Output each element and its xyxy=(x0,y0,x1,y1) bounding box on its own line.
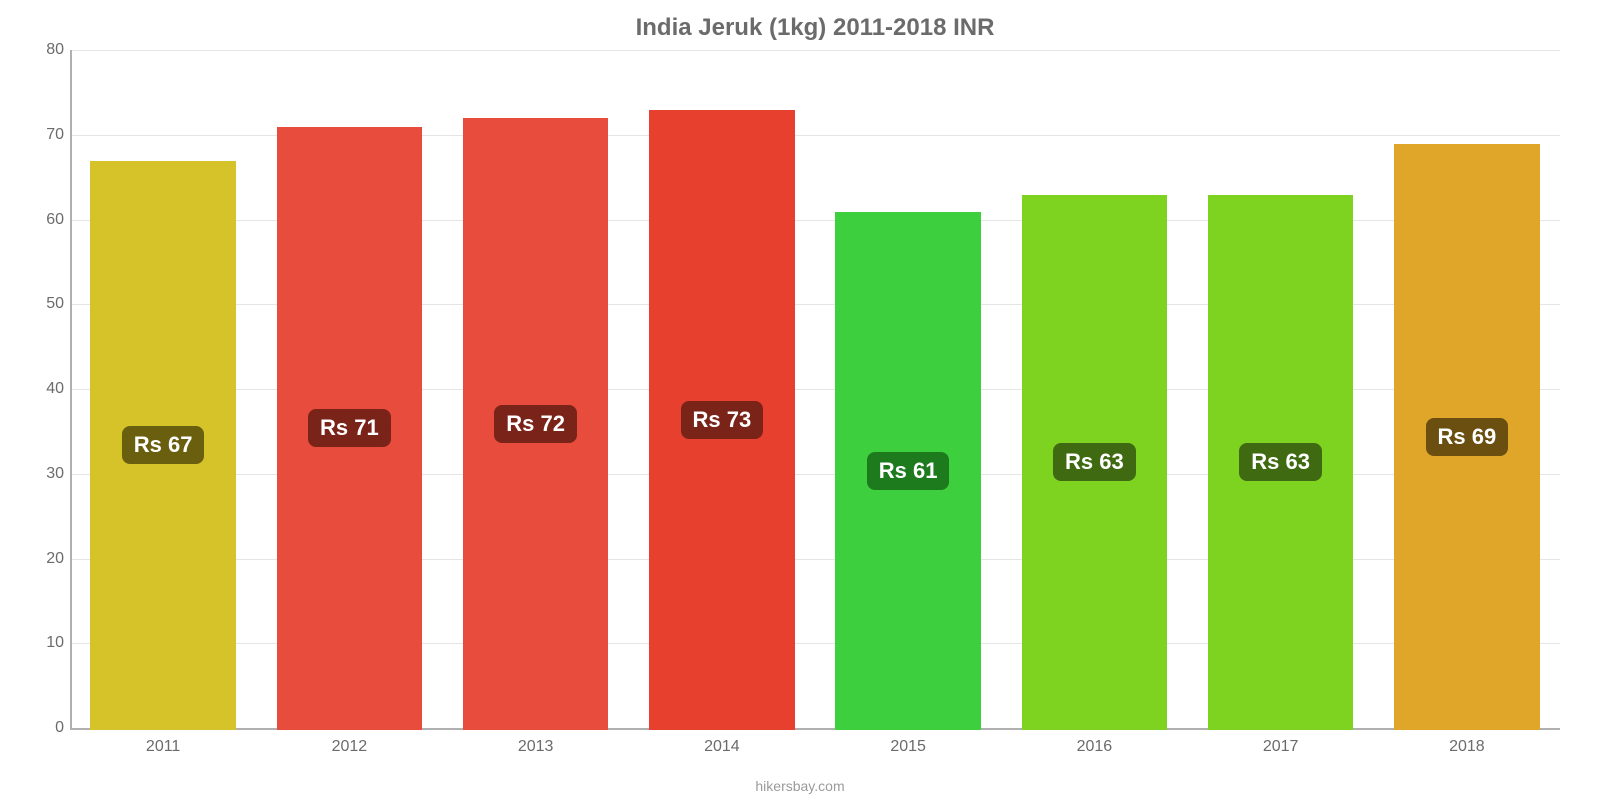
value-badge: Rs 71 xyxy=(308,409,391,447)
value-badge: Rs 72 xyxy=(494,405,577,443)
value-badge: Rs 63 xyxy=(1053,443,1136,481)
x-tick-label: 2017 xyxy=(1188,738,1374,756)
y-tick-label: 10 xyxy=(30,634,64,652)
bar-chart: India Jeruk (1kg) 2011-2018 INR 0 10 20 30 4… xyxy=(0,0,1600,800)
value-badge: Rs 67 xyxy=(122,426,205,464)
y-tick-label: 50 xyxy=(30,295,64,313)
x-tick-label: 2018 xyxy=(1374,738,1560,756)
bar: Rs 73 xyxy=(649,110,794,731)
bar-slot: Rs 73 xyxy=(629,50,815,730)
value-badge: Rs 63 xyxy=(1239,443,1322,481)
x-tick-label: 2016 xyxy=(1001,738,1187,756)
bar-slot: Rs 63 xyxy=(1001,50,1187,730)
value-badge: Rs 69 xyxy=(1426,418,1509,456)
x-tick-label: 2014 xyxy=(629,738,815,756)
y-tick-label: 70 xyxy=(30,126,64,144)
bar-slot: Rs 72 xyxy=(443,50,629,730)
bar: Rs 71 xyxy=(277,127,422,731)
bar-slot: Rs 69 xyxy=(1374,50,1560,730)
bar-slot: Rs 67 xyxy=(70,50,256,730)
y-tick-label: 40 xyxy=(30,380,64,398)
y-tick-label: 60 xyxy=(30,211,64,229)
value-badge: Rs 73 xyxy=(681,401,764,439)
bar: Rs 69 xyxy=(1394,144,1539,731)
bar: Rs 72 xyxy=(463,118,608,730)
bar: Rs 63 xyxy=(1022,195,1167,731)
x-tick-label: 2011 xyxy=(70,738,256,756)
y-tick-label: 0 xyxy=(30,719,64,737)
y-tick-label: 20 xyxy=(30,550,64,568)
x-axis: 20112012201320142015201620172018 xyxy=(70,738,1560,756)
plot-area: 01020304050607080 Rs 67Rs 71Rs 72Rs 73Rs… xyxy=(70,50,1560,730)
x-tick-label: 2012 xyxy=(256,738,442,756)
bar: Rs 63 xyxy=(1208,195,1353,731)
y-tick-label: 30 xyxy=(30,465,64,483)
bar-slot: Rs 71 xyxy=(256,50,442,730)
x-tick-label: 2013 xyxy=(443,738,629,756)
credit-text: hikersbay.com xyxy=(0,778,1600,794)
bar-slot: Rs 63 xyxy=(1188,50,1374,730)
value-badge: Rs 61 xyxy=(867,452,950,490)
chart-title: India Jeruk (1kg) 2011-2018 INR xyxy=(70,14,1560,42)
y-tick-label: 80 xyxy=(30,41,64,59)
bar: Rs 67 xyxy=(90,161,235,731)
bar: Rs 61 xyxy=(835,212,980,731)
bars-container: Rs 67 Rs 71 Rs 72 Rs 73 Rs 61 Rs 63 Rs 63 Rs 69 xyxy=(70,50,1560,730)
bar-slot: Rs 61 xyxy=(815,50,1001,730)
x-tick-label: 2015 xyxy=(815,738,1001,756)
